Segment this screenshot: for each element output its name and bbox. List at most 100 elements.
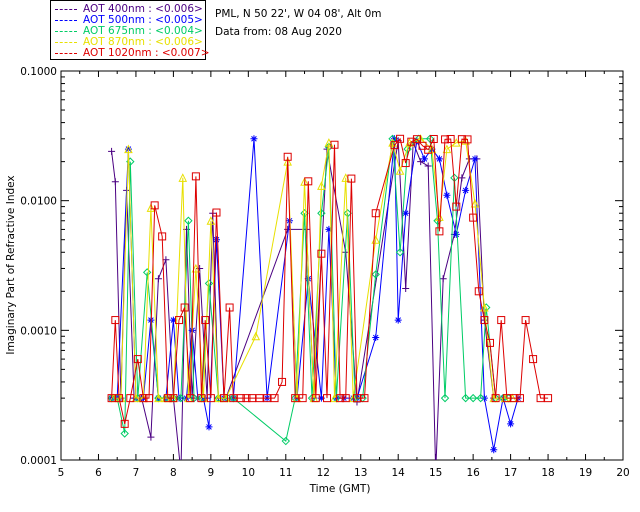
series-line-870nm — [113, 138, 513, 399]
data-point — [371, 209, 380, 218]
data-point — [147, 433, 155, 441]
y-tick-label: 0.0100 — [20, 196, 57, 208]
data-point — [236, 394, 245, 403]
legend-item-870: AOT 870nm : <0.006> — [55, 36, 203, 48]
data-point — [201, 316, 210, 325]
x-tick-label: 9 — [208, 467, 215, 479]
data-point — [197, 394, 206, 403]
x-tick-label: 18 — [541, 467, 554, 479]
data-point — [341, 394, 350, 403]
data-point — [177, 469, 184, 476]
data-point — [251, 331, 261, 341]
data-point — [154, 275, 162, 283]
data-point — [468, 393, 478, 403]
legend-swatch — [55, 52, 77, 54]
data-point — [401, 159, 410, 168]
x-tick-label: 6 — [95, 467, 102, 479]
data-point — [435, 227, 444, 236]
data-point — [270, 394, 279, 403]
date-header: Data from: 08 Aug 2020 — [215, 26, 342, 38]
data-point — [186, 394, 195, 403]
data-point — [463, 135, 472, 144]
data-point — [424, 145, 433, 154]
data-point — [219, 394, 228, 403]
data-point — [158, 232, 167, 241]
data-point — [442, 144, 452, 154]
data-series — [107, 134, 553, 476]
y-tick-label: 0.1000 — [20, 66, 57, 78]
data-point — [402, 209, 410, 217]
data-point — [278, 377, 287, 386]
data-point — [452, 202, 461, 211]
legend-swatch — [55, 41, 77, 43]
data-point — [317, 394, 325, 402]
data-point — [440, 393, 450, 403]
data-point — [490, 446, 498, 454]
data-point — [212, 208, 221, 217]
x-axis-label: Time (GMT) — [309, 483, 371, 495]
data-point — [443, 191, 451, 199]
data-point — [435, 155, 443, 163]
data-point — [474, 287, 483, 296]
data-point — [347, 174, 356, 183]
data-point — [480, 302, 489, 312]
data-point — [461, 393, 470, 403]
data-point — [311, 394, 320, 403]
data-point — [120, 419, 129, 428]
data-point — [544, 394, 553, 403]
data-point — [325, 225, 333, 233]
data-point — [435, 212, 444, 221]
data-point — [476, 393, 485, 403]
data-point — [485, 338, 494, 347]
series-1020nm — [107, 134, 553, 428]
legend: AOT 400nm : <0.006> AOT 500nm : <0.005> … — [50, 0, 210, 60]
data-point — [146, 203, 156, 212]
x-tick-label: 15 — [429, 467, 442, 479]
y-axis: 0.0001 0.0010 0.0100 0.1000 — [20, 66, 623, 467]
data-point — [178, 173, 188, 182]
data-point — [115, 394, 124, 403]
data-point — [372, 334, 380, 342]
data-point — [529, 355, 538, 364]
data-point — [469, 213, 478, 222]
data-point — [395, 248, 405, 257]
data-point — [120, 429, 129, 438]
data-point — [126, 394, 135, 403]
x-tick-label: 7 — [133, 467, 140, 479]
x-tick-label: 14 — [392, 467, 406, 479]
data-point — [162, 256, 170, 264]
data-point — [139, 394, 148, 403]
data-point — [124, 144, 133, 154]
data-point — [446, 134, 455, 143]
data-point — [242, 394, 251, 403]
data-point — [371, 270, 380, 279]
data-point — [471, 155, 479, 163]
data-point — [204, 279, 214, 288]
legend-item-675: AOT 675nm : <0.004> — [55, 25, 203, 37]
data-point — [394, 316, 402, 324]
data-point — [133, 355, 142, 364]
x-tick-label: 8 — [170, 467, 177, 479]
legend-label: AOT 870nm : <0.006> — [83, 36, 203, 48]
data-point — [206, 216, 216, 225]
data-point — [150, 201, 159, 210]
data-point — [515, 394, 524, 403]
data-point — [300, 209, 309, 218]
x-tick-label: 16 — [466, 467, 480, 479]
data-point — [169, 316, 177, 324]
data-point — [510, 394, 519, 403]
data-point — [154, 393, 163, 403]
legend-label: AOT 400nm : <0.006> — [83, 3, 203, 15]
data-point — [388, 134, 397, 144]
data-point — [417, 158, 425, 166]
legend-swatch — [55, 30, 77, 32]
data-point — [412, 135, 421, 144]
data-point — [407, 137, 416, 146]
data-point — [336, 394, 345, 403]
data-point — [439, 275, 447, 283]
data-point — [323, 394, 332, 403]
legend-item-400: AOT 400nm : <0.006> — [55, 3, 203, 15]
x-tick-label: 19 — [579, 467, 592, 479]
data-point — [124, 145, 132, 153]
